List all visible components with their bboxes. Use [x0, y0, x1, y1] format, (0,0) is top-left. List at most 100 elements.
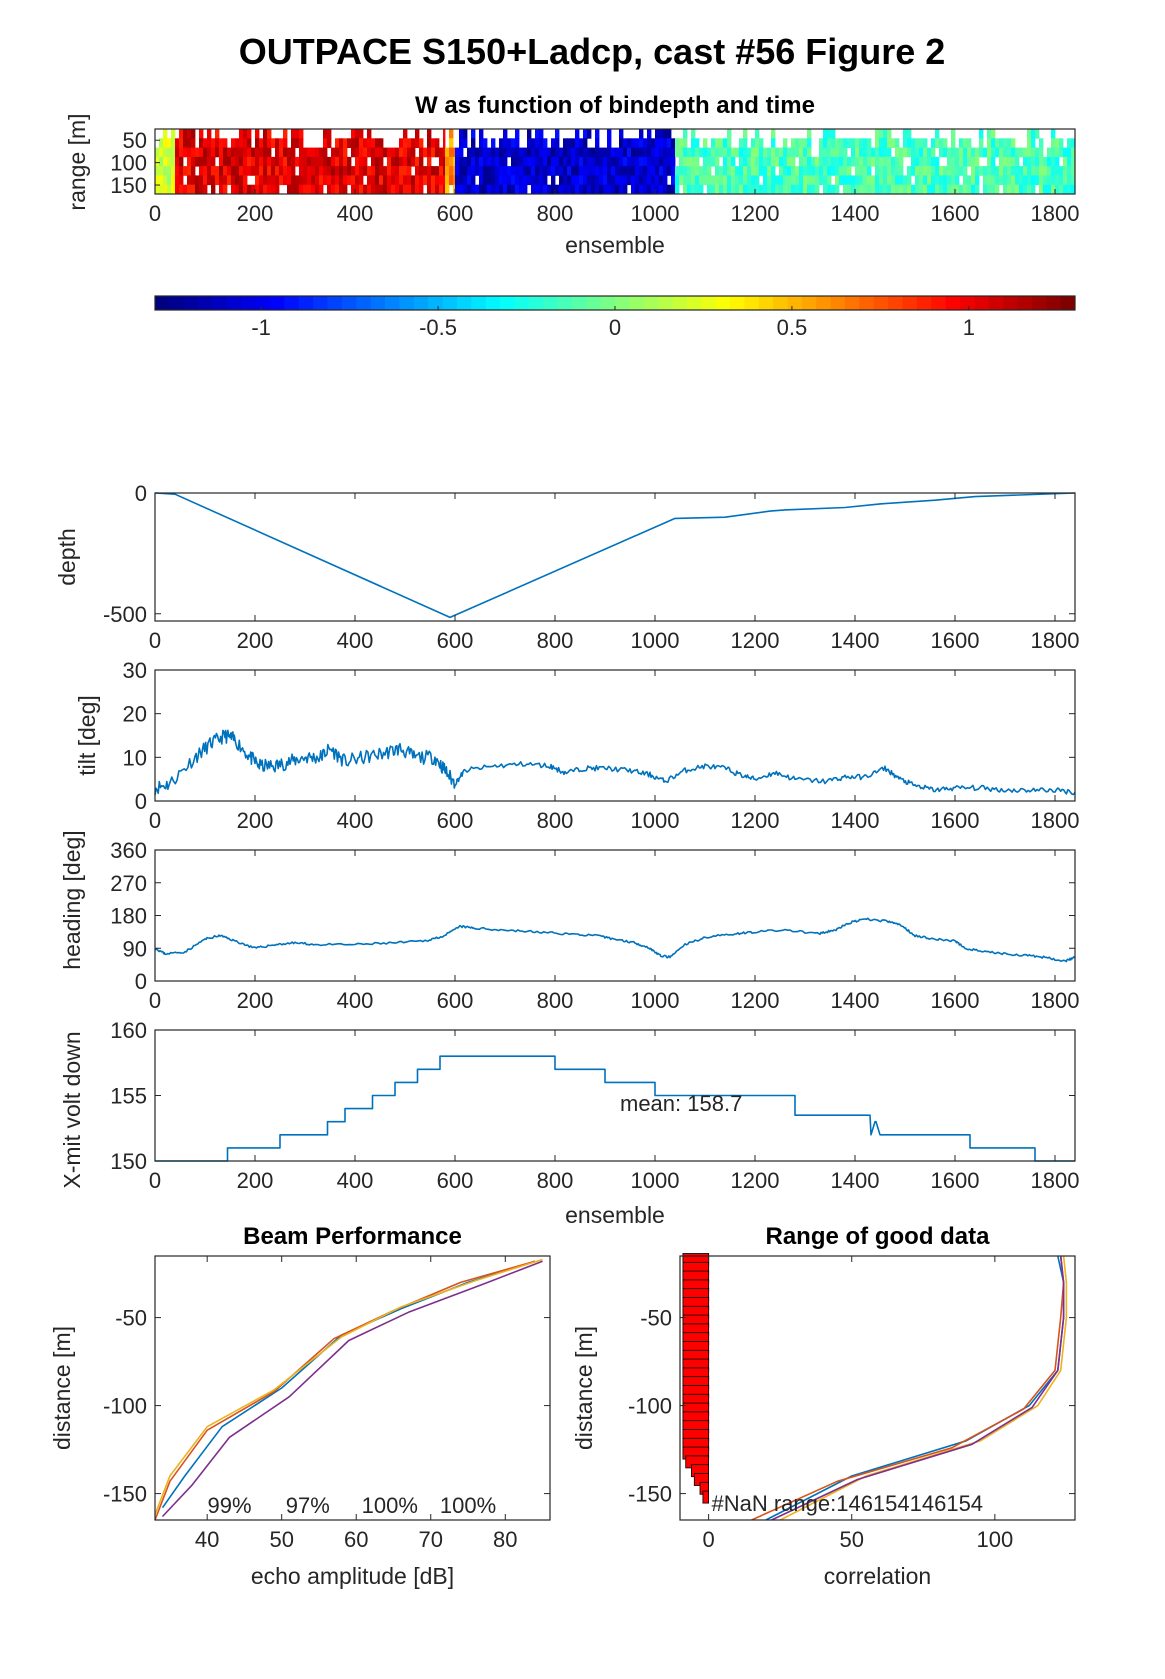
w-cell — [951, 184, 956, 195]
w-cell — [895, 147, 900, 158]
colorbar-step — [485, 296, 501, 310]
colorbar-step — [830, 296, 846, 310]
colorbar-step — [730, 296, 745, 310]
w-cell — [727, 175, 732, 186]
w-cell — [607, 175, 612, 186]
w-cell — [683, 156, 688, 167]
w-cell — [303, 147, 308, 158]
w-cell — [879, 156, 884, 167]
w-cell — [491, 138, 496, 148]
w-cell — [671, 138, 676, 148]
w-cell — [939, 147, 944, 158]
w-cell — [571, 184, 576, 195]
w-cell — [771, 156, 776, 167]
w-cell — [327, 129, 332, 139]
w-cell — [659, 138, 664, 148]
w-cell — [643, 156, 648, 167]
w-cell — [367, 166, 372, 176]
w-cell — [1031, 147, 1036, 158]
w-cell — [247, 184, 252, 195]
w-cell — [659, 156, 664, 167]
tilt-xtick-label: 1800 — [1031, 808, 1080, 833]
w-cell — [207, 138, 212, 148]
w-cell — [691, 147, 696, 158]
w-cell — [355, 147, 360, 158]
w-cell — [635, 147, 640, 158]
w-cell — [695, 138, 700, 148]
w-cell — [251, 184, 256, 195]
w-cell — [407, 138, 412, 148]
colorbar-step — [571, 296, 587, 310]
w-cell — [375, 166, 380, 176]
w-cell — [915, 166, 920, 176]
w-cell — [887, 138, 892, 148]
w-cell — [763, 184, 768, 195]
w-cell — [523, 184, 528, 195]
w-cell — [723, 166, 728, 176]
w-cell — [263, 175, 268, 186]
w-cell — [1059, 138, 1064, 148]
w-cell — [591, 175, 596, 186]
range-xtick-label: 50 — [839, 1527, 863, 1552]
w-cell — [1055, 184, 1060, 195]
w-cell — [639, 138, 644, 148]
w-cell — [739, 138, 744, 148]
w-cell — [635, 175, 640, 186]
w-cell — [1063, 166, 1068, 176]
w-image-title: W as function of bindepth and time — [415, 92, 815, 119]
w-cell — [163, 147, 168, 158]
depth-xtick-label: 200 — [237, 628, 274, 653]
w-cell — [375, 156, 380, 167]
w-cell — [531, 184, 536, 195]
w-cell — [859, 138, 864, 148]
w-cell — [551, 138, 556, 148]
w-cell — [423, 175, 428, 186]
w-cell — [843, 175, 848, 186]
w-cell — [771, 129, 776, 139]
w-cell — [455, 147, 460, 158]
w-cell — [375, 184, 380, 195]
w-cell — [427, 147, 432, 158]
w-cell — [755, 156, 760, 167]
w-cell — [619, 184, 624, 195]
figure-title: OUTPACE S150+Ladcp, cast #56 Figure 2 — [239, 31, 946, 72]
w-cell — [575, 175, 580, 186]
w-cell — [863, 175, 868, 186]
w-image-panel: 0 200 400 600 800 1000 1200 1400 1600 18005010015… — [64, 92, 1079, 258]
w-cell — [463, 166, 468, 176]
w-cell — [287, 147, 292, 158]
w-cell — [783, 147, 788, 158]
w-cell — [795, 138, 800, 148]
w-cell — [159, 156, 164, 167]
w-cell — [743, 156, 748, 167]
colorbar-step — [816, 296, 832, 310]
colorbar-step — [370, 296, 386, 310]
w-cell — [723, 175, 728, 186]
w-cell — [1023, 175, 1028, 186]
w-cell — [983, 175, 988, 186]
w-cell — [847, 138, 852, 148]
w-cell — [479, 129, 484, 139]
w-cell — [211, 138, 216, 148]
w-cell — [467, 175, 472, 186]
w-cell — [519, 147, 524, 158]
w-cell — [491, 166, 496, 176]
w-cell — [279, 147, 284, 158]
w-cell — [199, 138, 204, 148]
w-cell — [499, 184, 504, 195]
w-cell — [455, 166, 460, 176]
w-cell — [1047, 147, 1052, 158]
w-cell — [559, 166, 564, 176]
w-cell — [303, 175, 308, 186]
colorbar-step — [212, 296, 228, 310]
w-cell — [379, 184, 384, 195]
w-cell — [603, 184, 608, 195]
w-cell — [559, 156, 564, 167]
w-cell — [179, 175, 184, 186]
w-cell — [659, 147, 664, 158]
w-cell — [623, 147, 628, 158]
w-cell — [987, 184, 992, 195]
w-cell — [475, 156, 480, 167]
w-cell — [975, 156, 980, 167]
w-cell — [963, 175, 968, 186]
